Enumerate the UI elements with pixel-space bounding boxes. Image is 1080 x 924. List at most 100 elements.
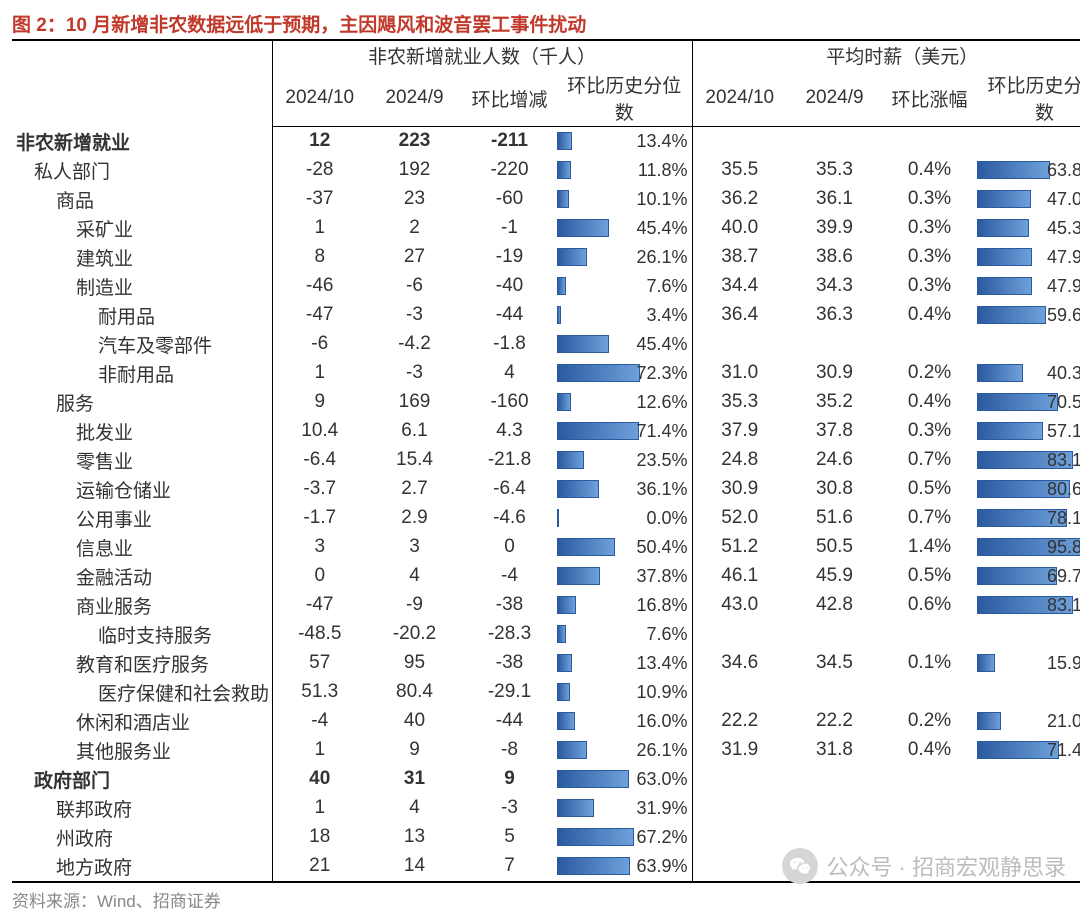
cell: 34.5 [787,649,882,678]
cell: 1 [272,214,367,243]
table-row: 联邦政府14-3 31.9% [12,794,1080,823]
row-label: 服务 [12,388,272,417]
table-row: 采矿业12-1 45.4% 40.039.90.3% 45.38% [12,214,1080,243]
cell: 0.6% [882,591,977,620]
cell: 1 [272,794,367,823]
cell: 36.3 [787,301,882,330]
cell: -1 [462,214,557,243]
cell: 30.8 [787,475,882,504]
row-label: 公用事业 [12,504,272,533]
cell: 0.3% [882,243,977,272]
cell: 0.3% [882,417,977,446]
cell [882,765,977,794]
cell: 0.5% [882,475,977,504]
table-row: 医疗保健和社会救助51.380.4-29.1 10.9% [12,678,1080,707]
cell: 0.2% [882,707,977,736]
cell: 45.9 [787,562,882,591]
table-row: 商品-3723-60 10.1% 36.236.10.3% 47.06% [12,185,1080,214]
wechat-icon [782,848,818,884]
cell: 0.3% [882,272,977,301]
cell: 36.4 [692,301,787,330]
cell: -211 [462,127,557,156]
cell: -6.4 [272,446,367,475]
cell: 24.6 [787,446,882,475]
table-row: 休闲和酒店业-440-44 16.0% 22.222.20.2% 21.01% [12,707,1080,736]
cell: -1.8 [462,330,557,359]
cell: 57 [272,649,367,678]
cell: 1.4% [882,533,977,562]
cell [692,794,787,823]
cell: 22.2 [692,707,787,736]
cell [882,678,977,707]
col-c5: 2024/10 [692,70,787,127]
cell: 0.1% [882,649,977,678]
table-row: 零售业-6.415.4-21.8 23.5% 24.824.60.7% 83.1… [12,446,1080,475]
row-label: 非农新增就业 [12,127,272,156]
row-label: 私人部门 [12,156,272,185]
row-label: 耐用品 [12,301,272,330]
cell [787,765,882,794]
cell: -46 [272,272,367,301]
cell: 37.8 [787,417,882,446]
cell: 51.6 [787,504,882,533]
figure-title: 图 2：10 月新增非农数据远低于预期，主因飓风和波音罢工事件扰动 [12,10,1068,37]
cell: 38.7 [692,243,787,272]
cell: -3 [367,301,462,330]
cell: -19 [462,243,557,272]
cell: -37 [272,185,367,214]
cell: 40 [272,765,367,794]
cell: 14 [367,852,462,882]
cell: -20.2 [367,620,462,649]
header-right-group: 平均时薪（美元） [692,40,1080,70]
payroll-table: 非农新增就业人数（千人） 平均时薪（美元） 2024/10 2024/9 环比增… [12,39,1080,883]
header-blank [12,40,272,127]
cell: -44 [462,301,557,330]
cell: 12 [272,127,367,156]
table-row: 商业服务-47-9-38 16.8% 43.042.80.6% 83.19% [12,591,1080,620]
cell: -47 [272,301,367,330]
table-row: 公用事业-1.72.9-4.6 0.0% 52.051.60.7% 78.15% [12,504,1080,533]
cell: 50.5 [787,533,882,562]
cell [787,794,882,823]
cell: 46.1 [692,562,787,591]
row-label: 商品 [12,185,272,214]
table-row: 建筑业827-19 26.1% 38.738.60.3% 47.90% [12,243,1080,272]
row-label: 联邦政府 [12,794,272,823]
row-label: 零售业 [12,446,272,475]
cell [787,127,882,156]
cell: 4 [462,359,557,388]
table-row: 临时支持服务-48.5-20.2-28.3 7.6% [12,620,1080,649]
cell: -4.6 [462,504,557,533]
row-label: 临时支持服务 [12,620,272,649]
table-row: 耐用品-47-3-44 3.4% 36.436.30.4% 59.66% [12,301,1080,330]
cell [692,678,787,707]
cell: 5 [462,823,557,852]
cell: 22.2 [787,707,882,736]
cell [692,127,787,156]
cell: 27 [367,243,462,272]
table-row: 私人部门-28192-220 11.8% 35.535.30.4% 63.87% [12,156,1080,185]
table-row: 信息业330 50.4% 51.250.51.4% 95.80% [12,533,1080,562]
table-row: 非耐用品1-34 72.3% 31.030.90.2% 40.34% [12,359,1080,388]
col-c8: 环比历史分位数 [977,70,1080,127]
row-label: 地方政府 [12,852,272,882]
row-label: 制造业 [12,272,272,301]
header-left-group: 非农新增就业人数（千人） [272,40,692,70]
col-c2: 2024/9 [367,70,462,127]
cell: -8 [462,736,557,765]
cell: -4.2 [367,330,462,359]
cell: 37.9 [692,417,787,446]
cell: 35.3 [787,156,882,185]
cell: 3 [272,533,367,562]
cell: 9 [462,765,557,794]
col-c1: 2024/10 [272,70,367,127]
table-row: 教育和医疗服务5795-38 13.4% 34.634.50.1% 15.97% [12,649,1080,678]
cell: -44 [462,707,557,736]
cell: 4.3 [462,417,557,446]
watermark: 公众号 · 招商宏观静思录 [782,848,1066,884]
cell: 51.2 [692,533,787,562]
cell: 0.5% [882,562,977,591]
cell: 192 [367,156,462,185]
cell: 31 [367,765,462,794]
row-label: 金融活动 [12,562,272,591]
